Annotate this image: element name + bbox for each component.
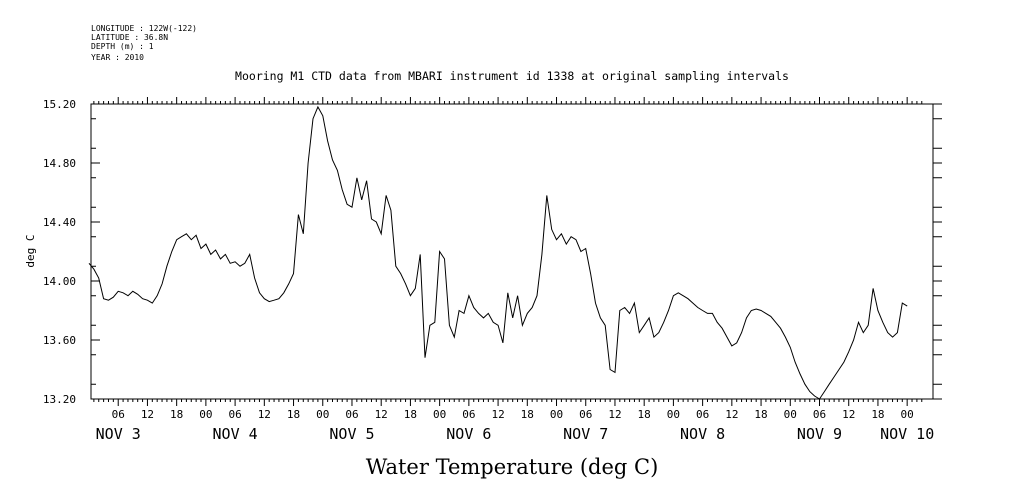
x-tick-label: 00 — [667, 408, 680, 421]
x-day-label: NOV 6 — [446, 425, 491, 443]
x-tick-label: 00 — [433, 408, 446, 421]
x-tick-label: 12 — [608, 408, 621, 421]
x-tick-label: 18 — [287, 408, 300, 421]
x-axis: 06 12 18 00 06 12 18 00 06 12 18 00 06 12 18 00 06 12 18 00… — [93, 97, 934, 443]
plot-frame — [90, 103, 934, 400]
y-tick-label: 13.20 — [43, 393, 76, 406]
y-axis-label: deg C — [24, 234, 37, 267]
x-day-label: NOV 3 — [96, 425, 141, 443]
x-tick-label: 18 — [754, 408, 767, 421]
x-axis-label: Water Temperature (deg C) — [366, 455, 659, 479]
header-latitude: LATITUDE : 36.8N — [91, 33, 168, 42]
x-tick-label: 06 — [579, 408, 592, 421]
x-tick-label: 12 — [725, 408, 738, 421]
x-tick-label: 00 — [199, 408, 212, 421]
y-tick-label: 14.00 — [43, 275, 76, 288]
x-day-label: NOV 4 — [213, 425, 258, 443]
x-tick-label: 18 — [404, 408, 417, 421]
y-tick-label: 14.40 — [43, 216, 76, 229]
y-axis: 13.20 13.60 14.00 14.40 14.80 15.20 — [43, 98, 942, 406]
x-tick-label: 12 — [491, 408, 504, 421]
x-tick-label: 18 — [521, 408, 534, 421]
x-tick-label: 00 — [550, 408, 563, 421]
header-info: LONGITUDE : 122W(-122) LATITUDE : 36.8N … — [91, 24, 197, 62]
header-longitude: LONGITUDE : 122W(-122) — [91, 24, 197, 33]
x-day-label: NOV 9 — [797, 425, 842, 443]
x-tick-label: 06 — [462, 408, 475, 421]
x-tick-label: 06 — [345, 408, 358, 421]
x-tick-label: 06 — [813, 408, 826, 421]
x-tick-label: 12 — [258, 408, 271, 421]
x-tick-label: 18 — [170, 408, 183, 421]
y-tick-label: 14.80 — [43, 157, 76, 170]
x-tick-label: 18 — [871, 408, 884, 421]
series-line-water-temperature — [88, 105, 908, 400]
x-tick-label: 18 — [638, 408, 651, 421]
x-day-label: NOV 5 — [329, 425, 374, 443]
x-tick-label: 12 — [141, 408, 154, 421]
x-day-label: NOV 7 — [563, 425, 608, 443]
header-year: YEAR : 2010 — [91, 53, 144, 62]
y-tick-label: 13.60 — [43, 334, 76, 347]
x-tick-label: 06 — [112, 408, 125, 421]
y-tick-label: 15.20 — [43, 98, 76, 111]
header-depth: DEPTH (m) : 1 — [91, 42, 154, 51]
x-tick-label: 00 — [784, 408, 797, 421]
chart-title: Mooring M1 CTD data from MBARI instrumen… — [235, 69, 789, 83]
x-tick-label: 12 — [842, 408, 855, 421]
x-tick-label: 12 — [375, 408, 388, 421]
x-tick-label: 00 — [316, 408, 329, 421]
x-tick-label: 06 — [696, 408, 709, 421]
x-tick-label: 06 — [228, 408, 241, 421]
x-tick-label: 00 — [901, 408, 914, 421]
x-day-label: NOV 8 — [680, 425, 725, 443]
x-day-label: NOV 10 — [880, 425, 934, 443]
